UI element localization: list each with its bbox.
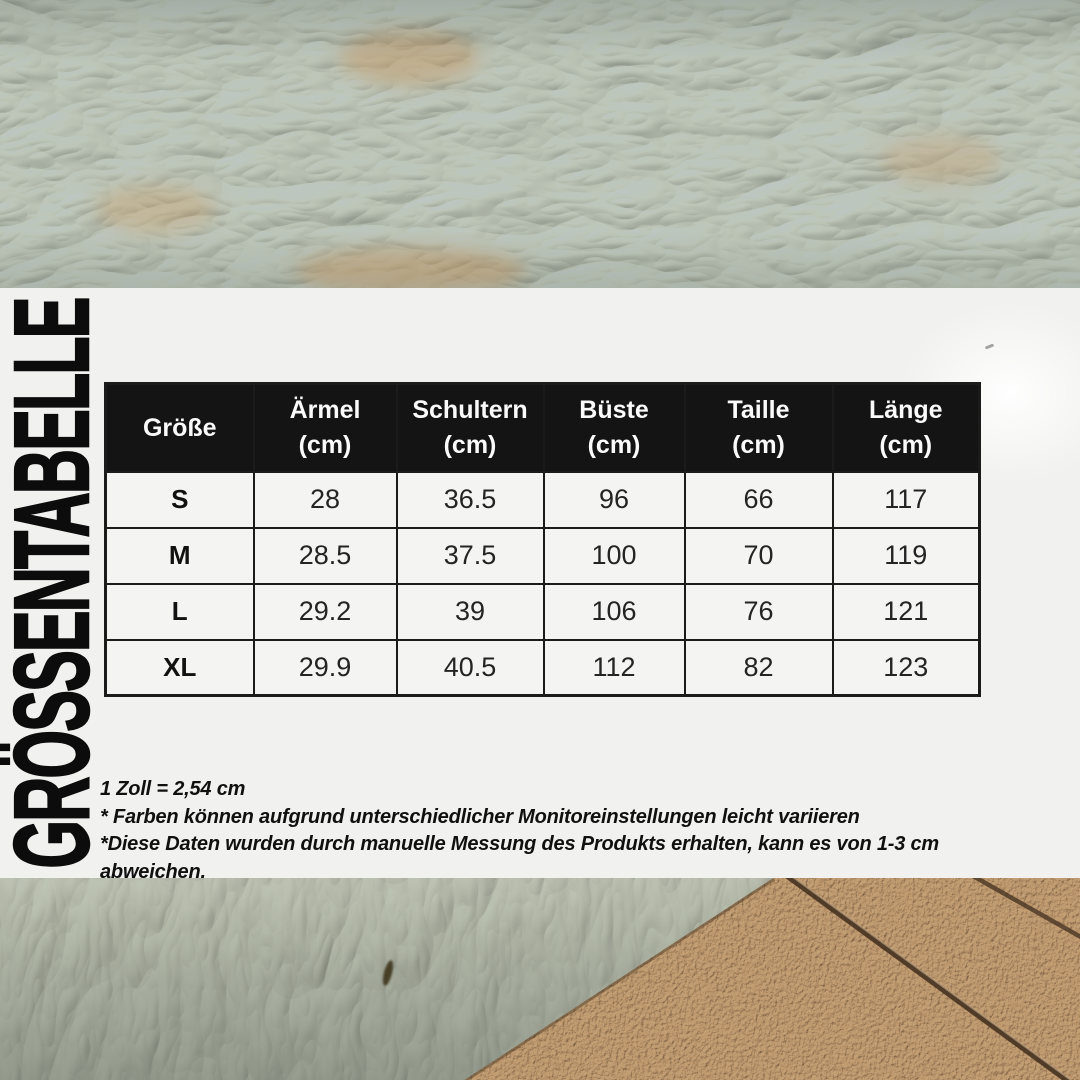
water-shading-overlay: [0, 0, 1080, 288]
content-section: GRÖSSENTABELLE Größe Ärmel (cm) Schultern…: [0, 288, 1080, 883]
value-cell: 117: [831, 470, 981, 529]
stone-crack-highlight: [782, 878, 1077, 1080]
value-cell: 96: [542, 470, 686, 529]
value-cell: 28.5: [252, 526, 398, 585]
value-cell: 82: [683, 638, 834, 697]
value-cell: 100: [542, 526, 686, 585]
stone-crack-main: [776, 878, 1075, 1080]
value-cell: 28: [252, 470, 398, 529]
table-row-xl: XL 29.9 40.5 112 82 123: [104, 638, 981, 697]
value-cell: 37.5: [395, 526, 545, 585]
header-cell-laenge: Länge (cm): [831, 382, 981, 473]
size-table: Größe Ärmel (cm) Schultern (cm) Büste (cm) …: [104, 382, 981, 697]
header-cell-taille: Taille (cm): [683, 382, 834, 473]
water-texture: [0, 0, 1080, 288]
table-row-s: S 28 36.5 96 66 117: [104, 470, 981, 529]
water-photo-bottom: [0, 878, 1080, 1080]
value-cell: 106: [542, 582, 686, 641]
value-cell: 112: [542, 638, 686, 697]
value-cell: 40.5: [395, 638, 545, 697]
value-cell: 119: [831, 526, 981, 585]
value-cell: 76: [683, 582, 834, 641]
size-cell: S: [104, 470, 255, 529]
header-cell-bueste: Büste (cm): [542, 382, 686, 473]
size-cell: XL: [104, 638, 255, 697]
stone-crack-secondary: [963, 878, 1080, 943]
size-cell: M: [104, 526, 255, 585]
value-cell: 123: [831, 638, 981, 697]
page-title: GRÖSSENTABELLE: [0, 297, 113, 869]
table-row-m: M 28.5 37.5 100 70 119: [104, 526, 981, 585]
value-cell: 29.2: [252, 582, 398, 641]
footnotes: 1 Zoll = 2,54 cm * Farben können aufgrun…: [100, 776, 1020, 886]
size-table-body: S 28 36.5 96 66 117 M 28.5 37.5 100 70 1…: [104, 470, 981, 697]
header-cell-aermel: Ärmel (cm): [252, 382, 398, 473]
table-row-l: L 29.2 39 106 76 121: [104, 582, 981, 641]
water-photo-top: [0, 0, 1080, 288]
header-cell-groesse: Größe: [104, 382, 255, 473]
value-cell: 70: [683, 526, 834, 585]
value-cell: 36.5: [395, 470, 545, 529]
header-row: Größe Ärmel (cm) Schultern (cm) Büste (cm) …: [104, 382, 981, 473]
page-title-wrap: GRÖSSENTABELLE: [0, 288, 113, 878]
note-measurement-disclaimer: *Diese Daten wurden durch manuelle Messu…: [100, 833, 940, 883]
size-table-header: Größe Ärmel (cm) Schultern (cm) Büste (cm) …: [104, 382, 981, 473]
value-cell: 39: [395, 582, 545, 641]
note-color-disclaimer: * Farben können aufgrund unterschiedlich…: [100, 805, 860, 828]
value-cell: 29.9: [252, 638, 398, 697]
header-cell-schultern: Schultern (cm): [395, 382, 545, 473]
value-cell: 66: [683, 470, 834, 529]
size-cell: L: [104, 582, 255, 641]
value-cell: 121: [831, 582, 981, 641]
note-inch-conversion: 1 Zoll = 2,54 cm: [100, 778, 246, 800]
